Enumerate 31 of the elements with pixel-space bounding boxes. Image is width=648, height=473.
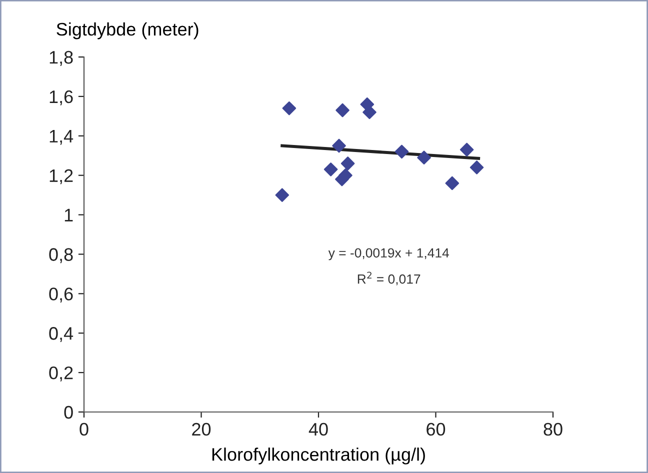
- x-axis-title: Klorofylkoncentration (µg/l): [212, 448, 425, 464]
- y-tick-label: 1,6: [50, 90, 73, 106]
- point: [336, 103, 350, 118]
- y-tick-label: 1,8: [50, 50, 73, 66]
- y-tick-label: 0,4: [49, 327, 74, 342]
- annotation: y = -0,0019x + 1,414: [328, 248, 449, 260]
- y-tick-label: 0: [64, 406, 73, 419]
- x-tick-label: 40: [308, 422, 328, 436]
- x-tick-label: 60: [426, 422, 446, 436]
- y-tick-label: 1: [64, 208, 73, 222]
- point: [460, 142, 474, 157]
- annotation: R$^{2}$ = 0,017: [358, 272, 420, 286]
- y-axis-title: Sigtdybde (meter): [56, 22, 198, 40]
- x-tick-label: 20: [192, 422, 211, 436]
- point: [340, 156, 355, 170]
- point: [324, 162, 338, 176]
- y-tick-label: 0,6: [49, 288, 73, 303]
- point: [275, 188, 290, 202]
- point: [362, 105, 376, 120]
- x-tick-label: 80: [544, 422, 562, 436]
- x-tick-label: 0: [80, 422, 88, 436]
- y-tick-label: 0,8: [49, 248, 73, 264]
- point: [470, 160, 484, 174]
- point: [417, 150, 431, 164]
- point: [332, 138, 346, 153]
- point: [445, 176, 460, 190]
- point: [394, 144, 409, 159]
- y-tick-label: 1,2: [50, 169, 73, 184]
- y-tick-label: 1,4: [50, 130, 74, 145]
- point: [282, 101, 296, 116]
- y-tick-label: 0,2: [49, 366, 73, 382]
